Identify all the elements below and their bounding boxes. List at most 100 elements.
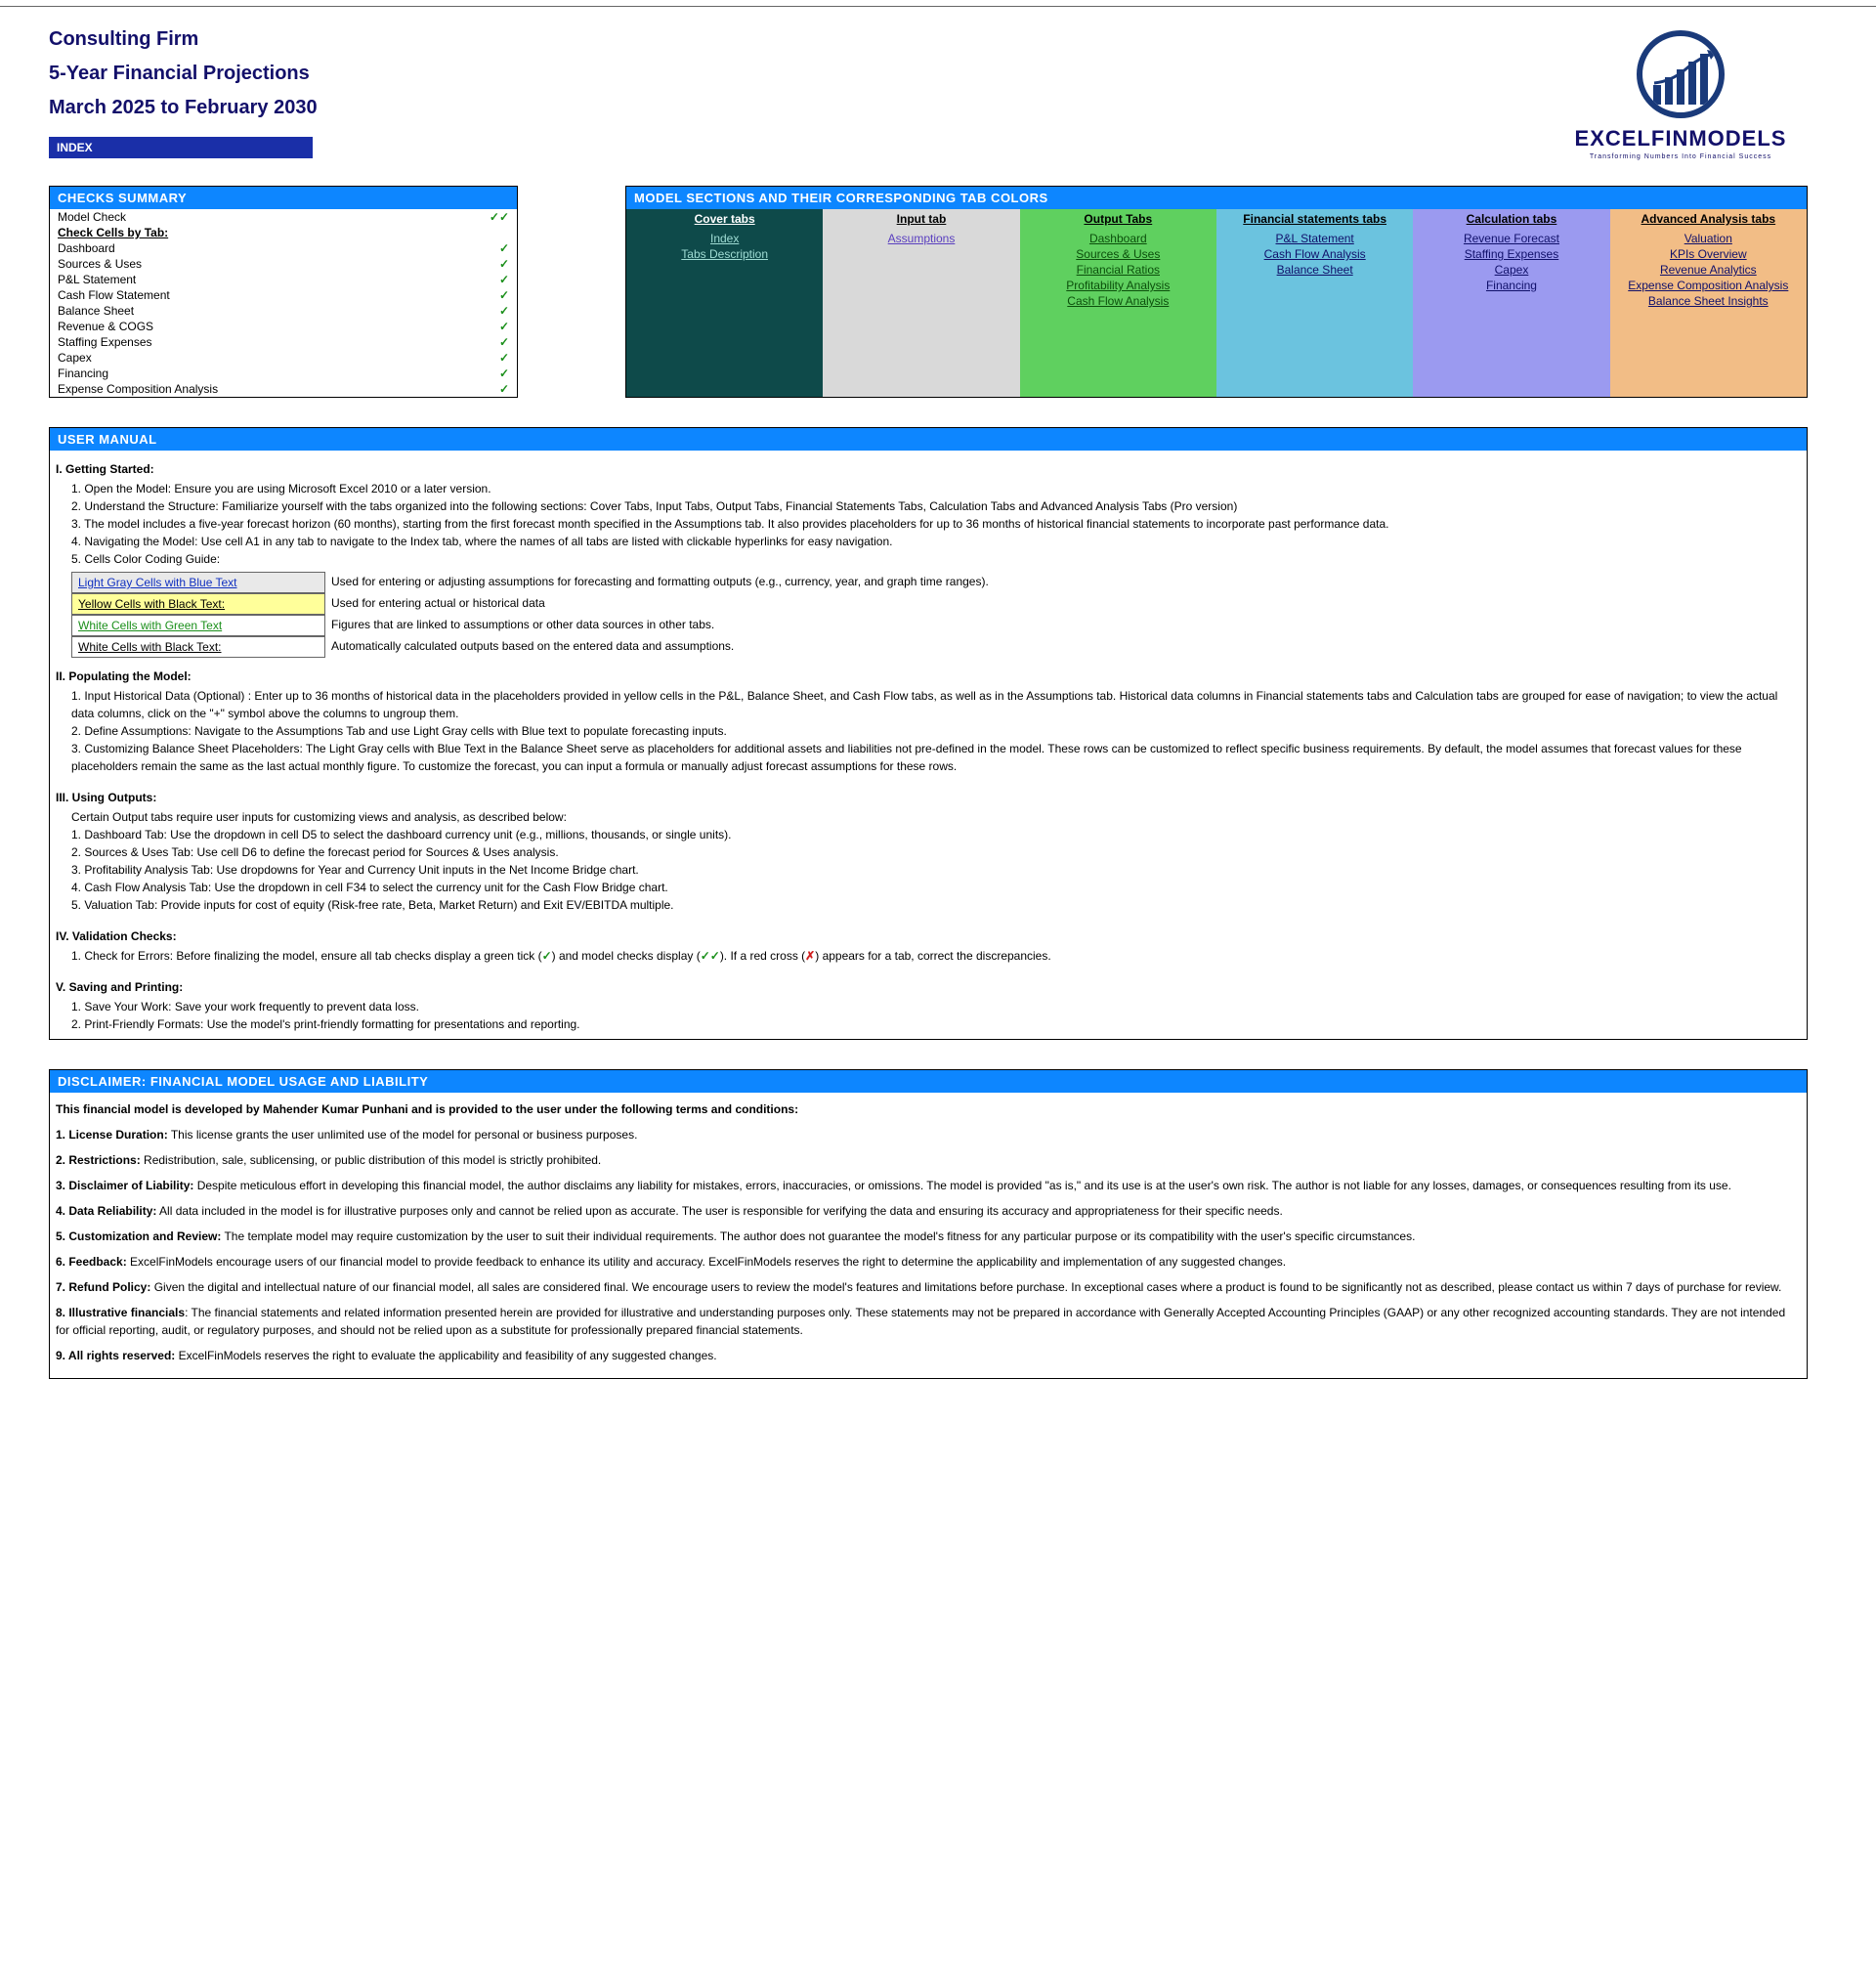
disclaimer-item-body: This license grants the user unlimited u… (168, 1128, 638, 1142)
tab-link[interactable]: Valuation (1610, 231, 1807, 246)
section-column-header: Cover tabs (626, 209, 823, 231)
manual-line: 3. The model includes a five-year foreca… (71, 515, 1801, 533)
section-column: Output TabsDashboardSources & UsesFinanc… (1020, 209, 1216, 397)
tab-link[interactable]: Financial Ratios (1020, 262, 1216, 278)
checks-summary-title: CHECKS SUMMARY (50, 187, 517, 209)
disclaimer-item-body: Redistribution, sale, sublicensing, or p… (141, 1153, 602, 1167)
manual-line: 2. Sources & Uses Tab: Use cell D6 to de… (71, 843, 1801, 861)
tab-link[interactable]: Index (626, 231, 823, 246)
index-heading: INDEX (49, 137, 313, 158)
tab-link[interactable]: P&L Statement (1216, 231, 1413, 246)
check-label: Check Cells by Tab: (58, 226, 168, 239)
section-column-header: Output Tabs (1020, 209, 1216, 231)
manual-line: 2. Print-Friendly Formats: Use the model… (71, 1015, 1801, 1033)
manual-line: 5. Cells Color Coding Guide: (71, 550, 1801, 568)
tab-link[interactable]: Balance Sheet (1216, 262, 1413, 278)
manual-s4-text: ) and model checks display ( (552, 949, 701, 963)
disclaimer-item: 8. Illustrative financials: The financia… (56, 1304, 1801, 1339)
model-sections-box: MODEL SECTIONS AND THEIR CORRESPONDING T… (625, 186, 1808, 398)
manual-s4-text: 1. Check for Errors: Before finalizing t… (71, 949, 542, 963)
check-row: Sources & Uses ✓ (50, 256, 517, 272)
manual-s4-text: ) appears for a tab, correct the discrep… (815, 949, 1050, 963)
manual-s1-head: I. Getting Started: (56, 460, 1801, 478)
disclaimer-item: 3. Disclaimer of Liability: Despite meti… (56, 1177, 1801, 1194)
manual-line: 5. Valuation Tab: Provide inputs for cos… (71, 896, 1801, 914)
color-guide-desc: Used for entering actual or historical d… (325, 593, 551, 615)
color-guide-row: Light Gray Cells with Blue TextUsed for … (71, 572, 1801, 593)
check-tick-icon: ✓ (499, 257, 509, 271)
logo: EXCELFINMODELS Transforming Numbers Into… (1554, 30, 1808, 160)
color-guide-label: Light Gray Cells with Blue Text (71, 572, 325, 593)
section-column: Cover tabsIndexTabs Description (626, 209, 823, 397)
manual-s2-head: II. Populating the Model: (56, 668, 1801, 685)
tab-link[interactable]: Financing (1413, 278, 1609, 293)
check-row: Dashboard✓ (50, 240, 517, 256)
checks-summary-box: CHECKS SUMMARY Model Check✓✓Check Cells … (49, 186, 518, 398)
section-column-header: Calculation tabs (1413, 209, 1609, 231)
tab-link[interactable]: Dashboard (1020, 231, 1216, 246)
check-label: Cash Flow Statement (58, 288, 170, 302)
tab-link[interactable]: Cash Flow Analysis (1216, 246, 1413, 262)
manual-line: 2. Define Assumptions: Navigate to the A… (71, 722, 1801, 740)
color-guide-desc: Automatically calculated outputs based o… (325, 636, 740, 658)
tab-link[interactable]: Staffing Expenses (1413, 246, 1609, 262)
disclaimer-item-head: 9. All rights reserved: (56, 1349, 175, 1362)
disclaimer-item: 1. License Duration: This license grants… (56, 1126, 1801, 1143)
section-column-header: Advanced Analysis tabs (1610, 209, 1807, 231)
model-sections-title: MODEL SECTIONS AND THEIR CORRESPONDING T… (626, 187, 1807, 209)
tab-link[interactable]: Cash Flow Analysis (1020, 293, 1216, 309)
disclaimer-item-body: All data included in the model is for il… (156, 1204, 1282, 1218)
disclaimer-item-head: 8. Illustrative financials (56, 1306, 185, 1319)
user-manual-title: USER MANUAL (50, 428, 1807, 451)
check-label: Capex (58, 351, 92, 365)
tab-link[interactable]: Revenue Analytics (1610, 262, 1807, 278)
check-tick-icon: ✓ (499, 304, 509, 318)
check-label: Sources & Uses (58, 257, 142, 271)
color-guide-row: White Cells with Black Text:Automaticall… (71, 636, 1801, 658)
manual-line: 1. Dashboard Tab: Use the dropdown in ce… (71, 826, 1801, 843)
disclaimer-item: 4. Data Reliability: All data included i… (56, 1202, 1801, 1220)
check-tick-icon: ✓ (499, 335, 509, 349)
disclaimer-item-head: 1. License Duration: (56, 1128, 168, 1142)
color-guide-row: Yellow Cells with Black Text:Used for en… (71, 593, 1801, 615)
disclaimer-item: 9. All rights reserved: ExcelFinModels r… (56, 1347, 1801, 1364)
logo-tagline: Transforming Numbers Into Financial Succ… (1554, 153, 1808, 160)
check-label: Financing (58, 366, 108, 380)
manual-s4-head: IV. Validation Checks: (56, 927, 1801, 945)
check-row: Staffing Expenses✓ (50, 334, 517, 350)
check-tick-icon: ✓ (499, 382, 509, 396)
tab-link[interactable]: Profitability Analysis (1020, 278, 1216, 293)
check-label: Model Check (58, 210, 126, 224)
check-tick-icon: ✓ (499, 273, 509, 286)
check-tick-icon: ✓ (499, 320, 509, 333)
logo-name: EXCELFINMODELS (1554, 126, 1808, 151)
header-line-1: Consulting Firm (49, 28, 1808, 51)
check-tick-icon: ✓ (499, 288, 509, 302)
tab-link[interactable]: Sources & Uses (1020, 246, 1216, 262)
check-row: Balance Sheet✓ (50, 303, 517, 319)
tab-link[interactable]: Assumptions (823, 231, 1019, 246)
tab-link[interactable]: Expense Composition Analysis (1610, 278, 1807, 293)
check-label: Revenue & COGS (58, 320, 153, 333)
check-row: Capex ✓ (50, 350, 517, 366)
tab-link[interactable]: Balance Sheet Insights (1610, 293, 1807, 309)
color-guide-label: White Cells with Green Text (71, 615, 325, 636)
section-column: Financial statements tabsP&L StatementCa… (1216, 209, 1413, 397)
tab-link[interactable]: Tabs Description (626, 246, 823, 262)
color-guide-desc: Used for entering or adjusting assumptio… (325, 572, 995, 593)
check-tick-icon: ✓ (499, 351, 509, 365)
disclaimer-item-body: The template model may require customiza… (221, 1229, 1415, 1243)
disclaimer-item-body: Given the digital and intellectual natur… (150, 1280, 1781, 1294)
disclaimer-item: 6. Feedback: ExcelFinModels encourage us… (56, 1253, 1801, 1271)
manual-line: 4. Navigating the Model: Use cell A1 in … (71, 533, 1801, 550)
disclaimer-item-head: 3. Disclaimer of Liability: (56, 1179, 193, 1192)
check-row: Revenue & COGS ✓ (50, 319, 517, 334)
tab-link[interactable]: Capex (1413, 262, 1609, 278)
tab-link[interactable]: KPIs Overview (1610, 246, 1807, 262)
check-tick-icon: ✓ (499, 366, 509, 380)
header-line-2: 5-Year Financial Projections (49, 63, 1808, 85)
check-tick-icon: ✓ (499, 241, 509, 255)
disclaimer-item-head: 6. Feedback: (56, 1255, 127, 1269)
tab-link[interactable]: Revenue Forecast (1413, 231, 1609, 246)
disclaimer-item-head: 4. Data Reliability: (56, 1204, 156, 1218)
